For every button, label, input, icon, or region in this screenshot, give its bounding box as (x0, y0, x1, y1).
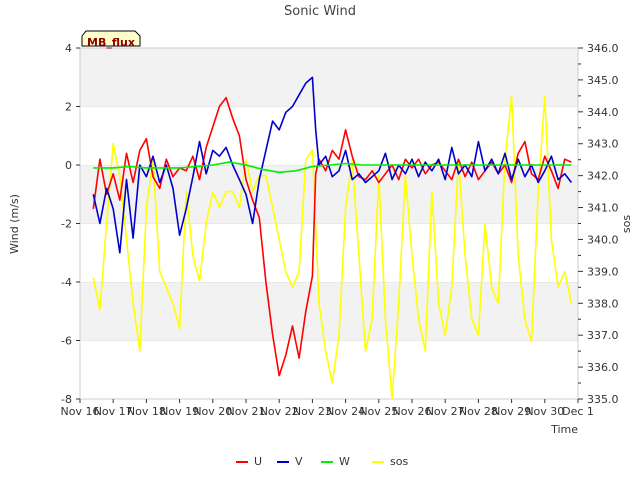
left-tick-label: 4 (65, 42, 72, 55)
right-tick-label: 336.0 (587, 361, 619, 374)
right-tick-label: 340.0 (587, 233, 619, 246)
right-axis: 335.0 336.0 337.0 338.0 339.0 340.0 341.0 342.0… (578, 42, 619, 406)
legend-label-u: U (254, 455, 262, 468)
right-axis-label: sos (620, 215, 633, 233)
right-tick-label: 345.0 (587, 74, 619, 87)
x-tick-label: Nov 28 (459, 405, 498, 418)
x-tick-label: Nov 22 (260, 405, 299, 418)
right-tick-label: 338.0 (587, 297, 619, 310)
right-tick-label: 341.0 (587, 202, 619, 215)
x-tick-label: Nov 23 (293, 405, 332, 418)
x-tick-label: Nov 17 (94, 405, 133, 418)
plot-background-bands (80, 47, 578, 399)
x-tick-label: Nov 25 (359, 405, 398, 418)
x-tick-label: Nov 16 (61, 405, 100, 418)
plot-band (80, 48, 578, 107)
left-axis: -8 -6 -4 -2 0 2 4 (61, 42, 80, 406)
left-axis-label: Wind (m/s) (8, 194, 21, 254)
right-tick-label: 346.0 (587, 42, 619, 55)
left-tick-label: -6 (61, 335, 72, 348)
x-tick-label: Dec 1 (562, 405, 594, 418)
legend-label-w: W (339, 455, 350, 468)
right-tick-label: 344.0 (587, 106, 619, 119)
left-tick-label: -8 (61, 393, 72, 406)
x-tick-label: Nov 18 (127, 405, 166, 418)
x-tick-label: Nov 19 (160, 405, 199, 418)
series-layer (92, 76, 573, 400)
plot-band (80, 106, 578, 165)
series-line-v (92, 76, 573, 254)
x-tick-label: Nov 27 (426, 405, 465, 418)
x-tick-label: Nov 30 (525, 405, 564, 418)
x-tick-label: Nov 24 (326, 405, 365, 418)
right-tick-label: 342.0 (587, 170, 619, 183)
legend-label-sos: sos (390, 455, 408, 468)
plot-band (80, 282, 578, 341)
right-tick-label: 337.0 (587, 329, 619, 342)
x-axis-label: Time (550, 423, 578, 436)
x-tick-label: Nov 26 (393, 405, 432, 418)
x-tick-label: Nov 20 (193, 405, 232, 418)
left-tick-label: -2 (61, 218, 72, 231)
right-tick-label: 335.0 (587, 393, 619, 406)
series-line-u (92, 96, 572, 377)
left-tick-label: 2 (65, 101, 72, 114)
series-line-sos (92, 95, 573, 400)
x-tick-label: Nov 21 (227, 405, 266, 418)
site-label-box: MB_flux (81, 30, 141, 49)
right-tick-label: 339.0 (587, 265, 619, 278)
right-tick-label: 343.0 (587, 138, 619, 151)
left-tick-label: -4 (61, 276, 72, 289)
plot-band (80, 223, 578, 282)
series-line-w (93, 161, 572, 174)
chart-title: Sonic Wind (284, 4, 356, 19)
left-tick-label: 0 (65, 159, 72, 172)
x-tick-label: Nov 29 (492, 405, 531, 418)
legend-label-v: V (295, 455, 303, 468)
site-label: MB_flux (87, 36, 135, 49)
